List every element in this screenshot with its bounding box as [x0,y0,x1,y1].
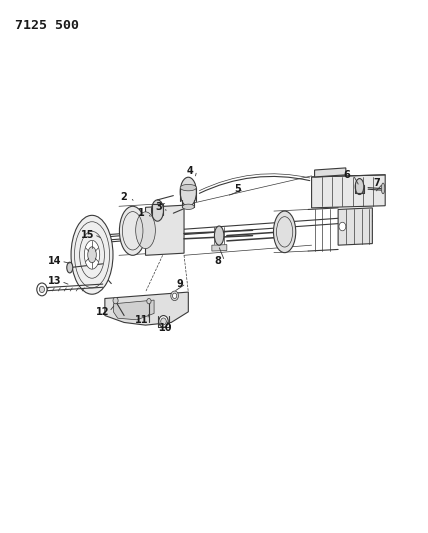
Text: 8: 8 [215,256,222,266]
Circle shape [39,286,45,293]
Text: 4: 4 [187,166,194,175]
Ellipse shape [136,212,155,249]
Circle shape [172,293,177,298]
Ellipse shape [355,179,364,195]
Ellipse shape [180,177,196,207]
Text: 12: 12 [96,307,110,317]
Text: 6: 6 [343,170,350,180]
Text: 1: 1 [138,208,145,218]
Polygon shape [113,300,154,320]
Text: 3: 3 [155,202,162,212]
Text: 5: 5 [234,184,241,194]
Polygon shape [315,168,346,177]
Ellipse shape [71,215,113,294]
Circle shape [171,291,178,301]
Ellipse shape [180,184,196,191]
Polygon shape [312,175,385,208]
Text: 11: 11 [134,315,148,325]
Ellipse shape [152,200,163,221]
Ellipse shape [381,183,385,193]
Circle shape [37,283,47,296]
Text: 7125 500: 7125 500 [15,19,79,31]
Polygon shape [105,292,188,325]
Ellipse shape [160,318,166,325]
Polygon shape [338,208,372,245]
Circle shape [339,222,346,231]
Text: 10: 10 [159,323,173,333]
Text: 7: 7 [373,179,380,188]
Ellipse shape [119,206,146,255]
Polygon shape [212,245,227,251]
Text: 2: 2 [121,192,128,202]
Ellipse shape [182,204,194,209]
Text: 14: 14 [48,256,62,266]
Ellipse shape [113,297,118,304]
Polygon shape [146,205,184,255]
Ellipse shape [273,211,296,253]
Text: 15: 15 [81,230,95,239]
Ellipse shape [159,316,168,327]
Text: 9: 9 [176,279,183,288]
Ellipse shape [214,226,224,245]
Ellipse shape [147,298,151,304]
Ellipse shape [88,247,96,263]
Text: 13: 13 [48,277,62,286]
Ellipse shape [67,262,73,273]
Ellipse shape [84,240,100,269]
